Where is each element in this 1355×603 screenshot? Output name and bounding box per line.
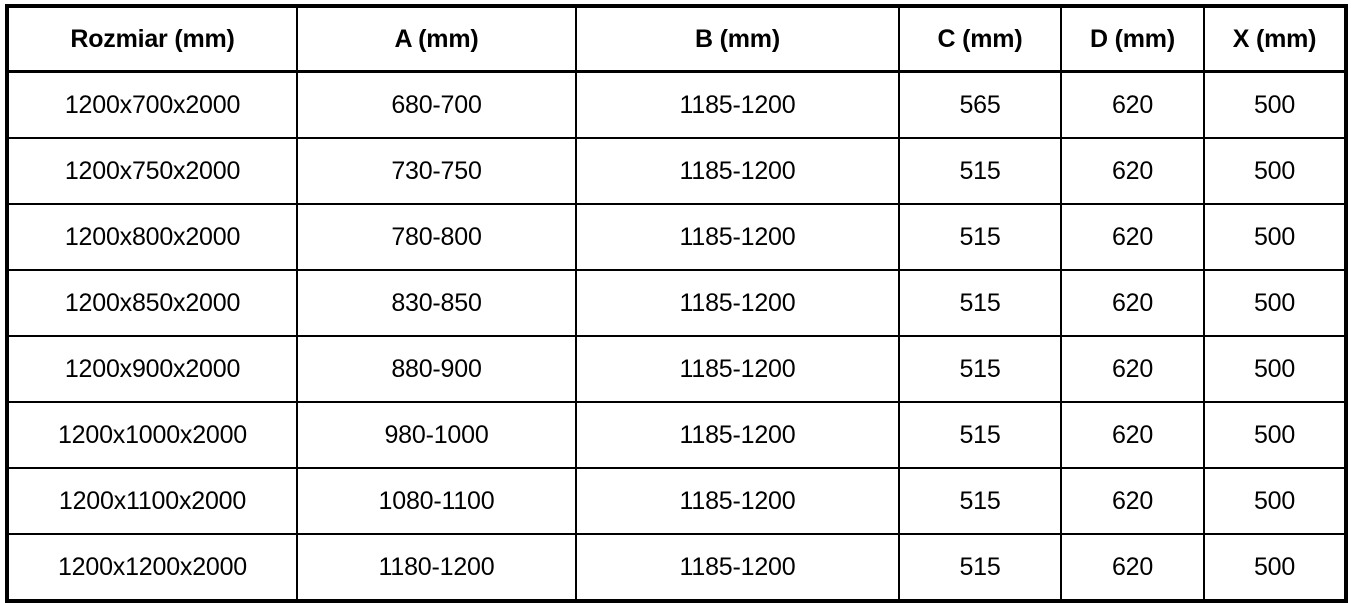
cell-a: 830-850: [296, 269, 577, 337]
cell-d: 620: [1060, 533, 1205, 601]
cell-a: 1180-1200: [296, 533, 577, 601]
cell-b: 1185-1200: [575, 467, 900, 535]
cell-b: 1185-1200: [575, 269, 900, 337]
cell-b: 1185-1200: [575, 70, 900, 139]
table-row: 1200x800x2000 780-800 1185-1200 515 620 500: [7, 203, 1346, 271]
cell-x: 500: [1203, 335, 1346, 403]
cell-size: 1200x1000x2000: [7, 401, 298, 469]
cell-d: 620: [1060, 70, 1205, 139]
cell-c: 565: [898, 70, 1062, 139]
cell-d: 620: [1060, 269, 1205, 337]
cell-a: 680-700: [296, 70, 577, 139]
cell-d: 620: [1060, 137, 1205, 205]
cell-c: 515: [898, 401, 1062, 469]
cell-size: 1200x1200x2000: [7, 533, 298, 601]
cell-a: 980-1000: [296, 401, 577, 469]
cell-b: 1185-1200: [575, 203, 900, 271]
cell-a: 730-750: [296, 137, 577, 205]
cell-x: 500: [1203, 203, 1346, 271]
column-header-c: C (mm): [898, 6, 1062, 73]
table-row: 1200x900x2000 880-900 1185-1200 515 620 500: [7, 335, 1346, 403]
cell-c: 515: [898, 533, 1062, 601]
cell-c: 515: [898, 335, 1062, 403]
cell-size: 1200x700x2000: [7, 70, 298, 139]
column-header-b: B (mm): [575, 6, 900, 73]
cell-b: 1185-1200: [575, 533, 900, 601]
cell-d: 620: [1060, 401, 1205, 469]
cell-x: 500: [1203, 533, 1346, 601]
dimensions-table-container: Rozmiar (mm) A (mm) B (mm) C (mm) D (mm)…: [5, 4, 1348, 603]
column-header-x: X (mm): [1203, 6, 1346, 73]
cell-a: 780-800: [296, 203, 577, 271]
cell-c: 515: [898, 467, 1062, 535]
table-row: 1200x1100x2000 1080-1100 1185-1200 515 620 50…: [7, 467, 1346, 535]
cell-size: 1200x750x2000: [7, 137, 298, 205]
cell-x: 500: [1203, 70, 1346, 139]
column-header-size: Rozmiar (mm): [7, 6, 298, 73]
cell-a: 880-900: [296, 335, 577, 403]
cell-x: 500: [1203, 401, 1346, 469]
table-row: 1200x1000x2000 980-1000 1185-1200 515 620 500: [7, 401, 1346, 469]
table-row: 1200x750x2000 730-750 1185-1200 515 620 500: [7, 137, 1346, 205]
cell-c: 515: [898, 203, 1062, 271]
column-header-d: D (mm): [1060, 6, 1205, 73]
table-body: 1200x700x2000 680-700 1185-1200 565 620 500 12…: [7, 70, 1346, 601]
cell-a: 1080-1100: [296, 467, 577, 535]
table-row: 1200x1200x2000 1180-1200 1185-1200 515 620 50…: [7, 533, 1346, 601]
table-row: 1200x850x2000 830-850 1185-1200 515 620 500: [7, 269, 1346, 337]
cell-size: 1200x1100x2000: [7, 467, 298, 535]
cell-x: 500: [1203, 137, 1346, 205]
table-header: Rozmiar (mm) A (mm) B (mm) C (mm) D (mm)…: [7, 6, 1346, 73]
cell-d: 620: [1060, 335, 1205, 403]
cell-c: 515: [898, 137, 1062, 205]
cell-b: 1185-1200: [575, 335, 900, 403]
dimensions-table: Rozmiar (mm) A (mm) B (mm) C (mm) D (mm)…: [5, 4, 1348, 603]
cell-size: 1200x900x2000: [7, 335, 298, 403]
cell-x: 500: [1203, 269, 1346, 337]
cell-size: 1200x850x2000: [7, 269, 298, 337]
cell-size: 1200x800x2000: [7, 203, 298, 271]
cell-x: 500: [1203, 467, 1346, 535]
cell-d: 620: [1060, 467, 1205, 535]
cell-b: 1185-1200: [575, 137, 900, 205]
cell-d: 620: [1060, 203, 1205, 271]
column-header-a: A (mm): [296, 6, 577, 73]
table-header-row: Rozmiar (mm) A (mm) B (mm) C (mm) D (mm)…: [7, 6, 1346, 73]
table-row: 1200x700x2000 680-700 1185-1200 565 620 500: [7, 70, 1346, 139]
cell-b: 1185-1200: [575, 401, 900, 469]
cell-c: 515: [898, 269, 1062, 337]
